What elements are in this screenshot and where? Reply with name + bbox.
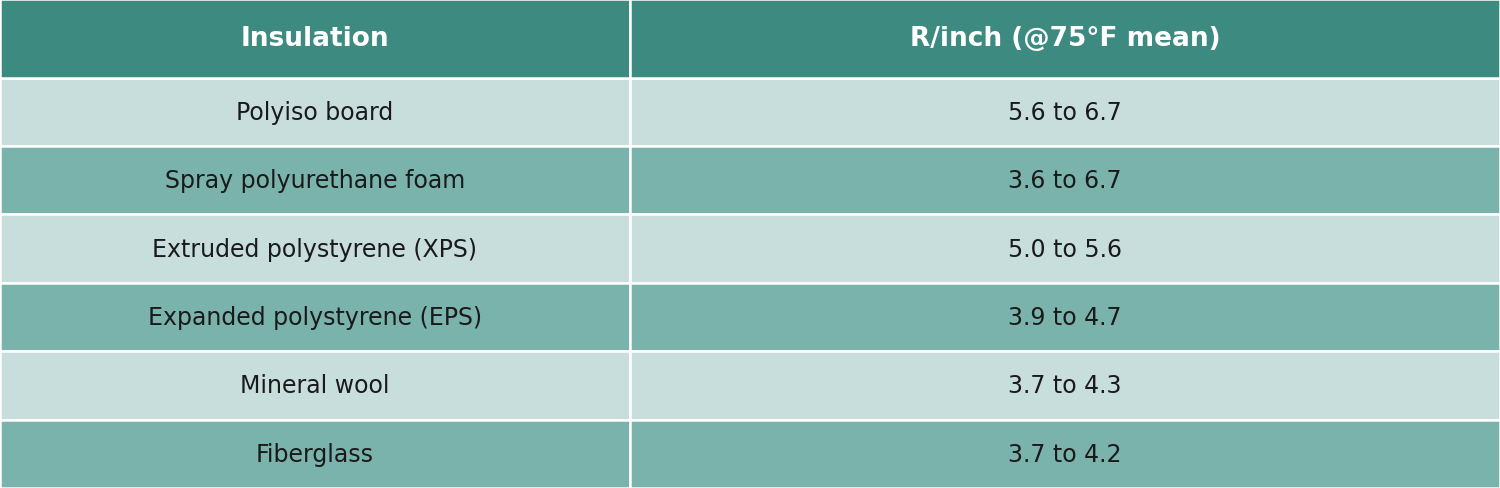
Text: Extruded polystyrene (XPS): Extruded polystyrene (XPS)	[153, 237, 477, 261]
Bar	[0, 0, 630, 79]
Text: 5.6 to 6.7: 5.6 to 6.7	[1008, 101, 1122, 124]
Bar	[630, 215, 1500, 283]
Bar	[630, 351, 1500, 420]
Text: Mineral wool: Mineral wool	[240, 374, 390, 398]
Text: 3.9 to 4.7: 3.9 to 4.7	[1008, 305, 1122, 329]
Bar	[0, 351, 630, 420]
Text: Fiberglass: Fiberglass	[256, 442, 374, 466]
Bar	[630, 283, 1500, 351]
Text: 3.6 to 6.7: 3.6 to 6.7	[1008, 169, 1122, 193]
Bar	[630, 0, 1500, 79]
Bar	[0, 79, 630, 147]
Bar	[0, 420, 630, 488]
Text: Spray polyurethane foam: Spray polyurethane foam	[165, 169, 465, 193]
Text: Expanded polystyrene (EPS): Expanded polystyrene (EPS)	[148, 305, 482, 329]
Bar	[630, 420, 1500, 488]
Bar	[0, 283, 630, 351]
Bar	[630, 79, 1500, 147]
Bar	[0, 147, 630, 215]
Text: 3.7 to 4.3: 3.7 to 4.3	[1008, 374, 1122, 398]
Bar	[0, 215, 630, 283]
Text: Polyiso board: Polyiso board	[237, 101, 393, 124]
Bar	[630, 147, 1500, 215]
Text: 5.0 to 5.6: 5.0 to 5.6	[1008, 237, 1122, 261]
Text: 3.7 to 4.2: 3.7 to 4.2	[1008, 442, 1122, 466]
Text: Insulation: Insulation	[240, 26, 390, 52]
Text: R/inch (@75°F mean): R/inch (@75°F mean)	[909, 26, 1221, 52]
